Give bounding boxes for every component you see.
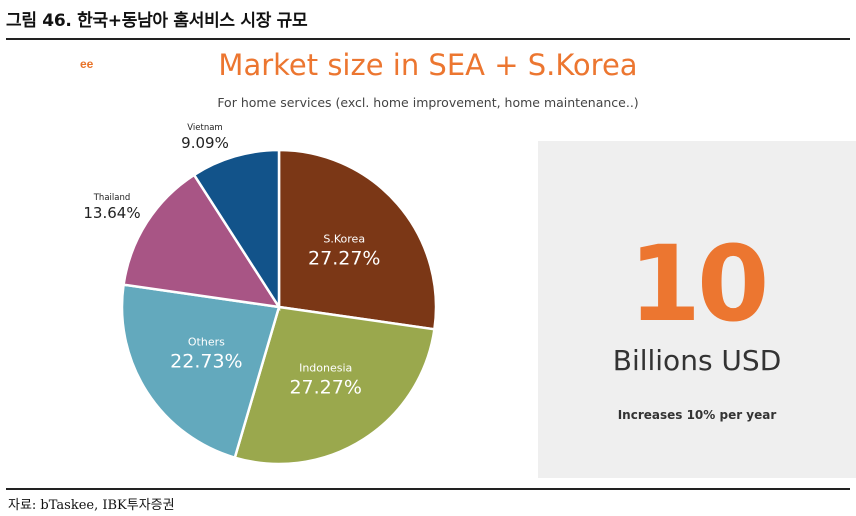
growth-note: Increases 10% per year — [617, 408, 777, 422]
pie-slice-s-korea — [277, 148, 438, 331]
market-size-unit: Billions USD — [612, 344, 782, 377]
pie-slice-indonesia — [233, 305, 436, 466]
chart-title: Market size in SEA + S.Korea — [218, 48, 638, 82]
pie-slice-others — [120, 283, 281, 460]
slice-label-percent: 27.27% — [289, 377, 361, 399]
source-note: 자료: bTaskee, IBK투자증권 — [8, 498, 175, 513]
market-size-number: 10 — [628, 223, 770, 345]
top-rule — [6, 38, 850, 40]
slice-label-percent: 9.09% — [181, 134, 229, 152]
figure-title: 그림 46. 한국+동남아 홈서비스 시장 규모 — [6, 11, 308, 31]
slice-label-name: S.Korea — [323, 232, 365, 245]
slice-label-name: Vietnam — [187, 123, 222, 133]
market-size-callout-panel: 10 Billions USD Increases 10% per year — [538, 141, 856, 478]
pie-slice-thailand — [122, 173, 282, 309]
brand-logo-fragment: ee — [80, 57, 94, 71]
slice-label-percent: 27.27% — [308, 247, 380, 269]
slice-label-name: Thailand — [93, 193, 131, 203]
chart-subtitle: For home services (excl. home improvemen… — [217, 95, 639, 110]
slice-label-percent: 22.73% — [170, 351, 242, 373]
pie-slice-vietnam — [192, 148, 281, 312]
slice-label-percent: 13.64% — [83, 204, 140, 222]
slice-label-name: Indonesia — [299, 362, 352, 375]
bottom-rule — [6, 488, 850, 490]
slice-label-name: Others — [188, 336, 225, 349]
